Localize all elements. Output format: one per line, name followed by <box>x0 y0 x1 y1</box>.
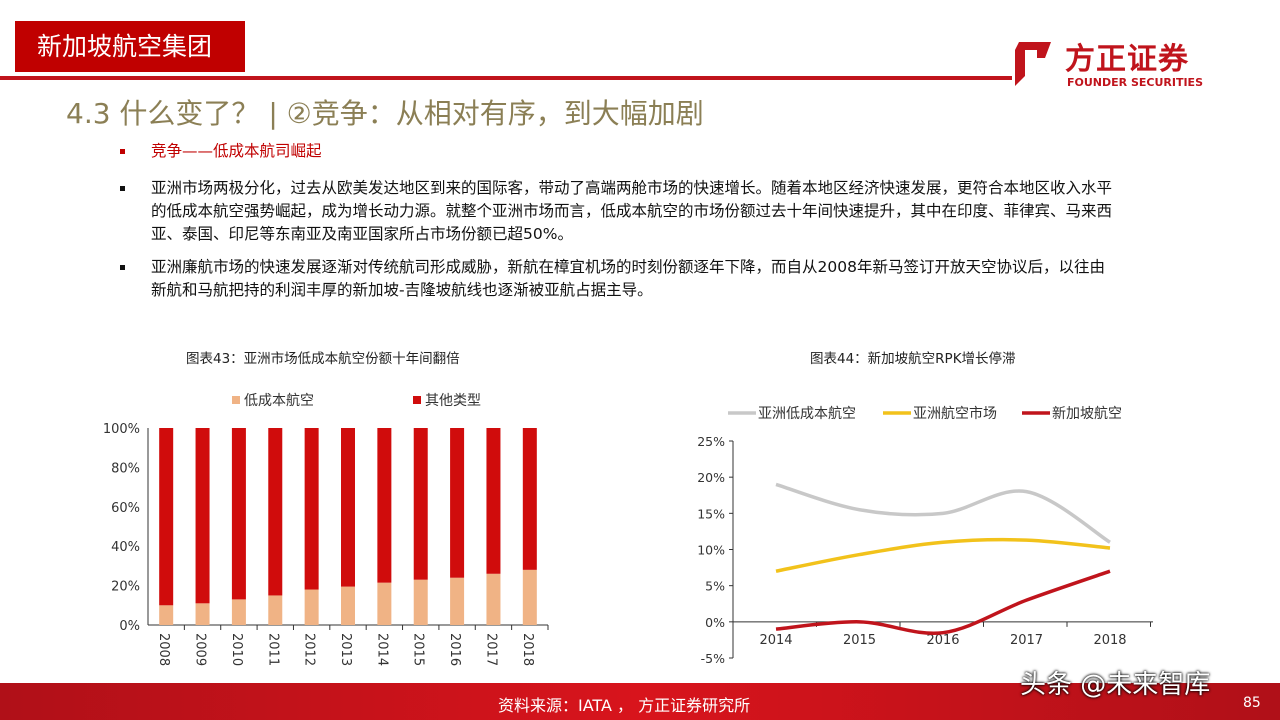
x-tick-label: 2010 <box>229 633 244 666</box>
y-tick-label: 0% <box>705 615 725 630</box>
bullet-text: 竞争——低成本航司崛起 <box>151 142 322 160</box>
legend-label: 亚洲航空市场 <box>913 405 997 422</box>
x-tick-label: 2016 <box>926 633 959 648</box>
bar-低成本航空 <box>268 595 283 625</box>
y-tick-label: 5% <box>705 579 725 594</box>
line-亚洲航空市场 <box>775 537 1111 573</box>
y-tick-label: -5% <box>701 651 725 666</box>
bullet-icon <box>120 149 125 154</box>
bar-低成本航空 <box>522 569 537 625</box>
bar-其他类型 <box>522 428 537 570</box>
bullet-icon <box>120 186 125 191</box>
x-tick-label: 2012 <box>302 633 317 666</box>
y-tick-label: 20% <box>111 580 140 595</box>
x-tick-label: 2018 <box>520 633 535 666</box>
x-tick-label: 2013 <box>338 633 353 666</box>
bullet-item: 亚洲市场两极分化，过去从欧美发达地区到来的国际客，带动了高端两舱市场的快速增长。… <box>120 177 1120 246</box>
bar-低成本航空 <box>195 603 210 625</box>
legend-label: 亚洲低成本航空 <box>758 406 856 422</box>
y-tick-label: 80% <box>111 461 140 476</box>
bar-低成本航空 <box>231 599 246 625</box>
bullet-item: 亚洲廉航市场的快速发展逐渐对传统航司形成威胁，新航在樟宜机场的时刻份额逐年下降，… <box>120 256 1120 302</box>
y-tick-label: 0% <box>119 619 140 634</box>
bar-低成本航空 <box>486 573 501 625</box>
bar-其他类型 <box>159 428 174 606</box>
y-tick-label: 20% <box>697 470 725 485</box>
y-tick-label: 15% <box>697 506 725 521</box>
logo-en-text: FOUNDER SECURITIES <box>1067 76 1203 89</box>
x-tick-label: 2014 <box>374 633 389 666</box>
chart43-title: 图表43：亚洲市场低成本航空份额十年间翻倍 <box>186 351 460 367</box>
bar-低成本航空 <box>413 579 428 625</box>
header-divider <box>0 76 1012 80</box>
y-tick-label: 60% <box>111 501 140 516</box>
bar-低成本航空 <box>159 605 174 625</box>
x-tick-label: 2014 <box>759 633 792 648</box>
bar-其他类型 <box>486 428 501 574</box>
bullet-text: 亚洲廉航市场的快速发展逐渐对传统航司形成威胁，新航在樟宜机场的时刻份额逐年下降，… <box>151 258 1105 299</box>
founder-logo-mark-icon <box>1015 42 1051 86</box>
page-title: 4.3 什么变了？ | ②竞争：从相对有序，到大幅加剧 <box>66 97 704 130</box>
y-tick-label: 25% <box>697 434 725 449</box>
source-note: 资料来源：IATA ， 方正证券研究所 <box>498 696 751 715</box>
bar-其他类型 <box>268 428 283 596</box>
bar-其他类型 <box>341 428 355 587</box>
line-亚洲低成本航空 <box>775 482 1111 544</box>
bar-低成本航空 <box>304 589 319 625</box>
x-tick-label: 2009 <box>193 633 208 666</box>
bar-其他类型 <box>413 428 428 580</box>
line-新加坡航空 <box>775 569 1111 636</box>
bar-其他类型 <box>304 428 319 590</box>
x-tick-label: 2017 <box>1010 633 1043 648</box>
bullet-icon <box>120 265 125 270</box>
bar-其他类型 <box>377 428 392 583</box>
y-tick-label: 40% <box>111 540 140 555</box>
legend-swatch <box>413 396 421 404</box>
x-tick-label: 2016 <box>447 633 462 666</box>
y-tick-label: 10% <box>697 543 725 558</box>
bullet-item: 竞争——低成本航司崛起 <box>120 140 1120 163</box>
footer-bar <box>0 683 1280 720</box>
line-chart: -5% 0% 5% 10% 15% 20% 25% 2014 2015 2016 2017 2018 亚… <box>697 405 1153 666</box>
bullet-text: 亚洲市场两极分化，过去从欧美发达地区到来的国际客，带动了高端两舱市场的快速增长。… <box>151 179 1113 243</box>
x-tick-label: 2017 <box>483 633 498 666</box>
x-tick-label: 2011 <box>265 633 280 666</box>
y-tick-label: 100% <box>103 422 140 437</box>
founder-logo: 方正证券 FOUNDER SECURITIES <box>1005 36 1220 92</box>
x-tick-label: 2015 <box>843 633 876 648</box>
bar-chart: 0% 20% 40% 60% 80% 100% 2008 2009 2010 2011 2012 20… <box>103 393 549 666</box>
bar-其他类型 <box>450 428 465 578</box>
bar-低成本航空 <box>341 586 355 625</box>
bar-其他类型 <box>195 428 210 604</box>
chart44-title: 图表44：新加坡航空RPK增长停滞 <box>810 351 1016 367</box>
legend-swatch <box>232 396 240 404</box>
legend-label: 其他类型 <box>425 393 481 409</box>
legend-label: 低成本航空 <box>244 393 314 409</box>
watermark: 头条 @未来智库 <box>1020 670 1211 700</box>
page-number: 85 <box>1243 695 1261 711</box>
legend-label: 新加坡航空 <box>1052 406 1122 422</box>
x-tick-label: 2018 <box>1093 633 1126 648</box>
logo-cn-text: 方正证券 <box>1065 42 1189 77</box>
bar-低成本航空 <box>377 582 392 625</box>
x-tick-label: 2015 <box>411 633 426 666</box>
bar-其他类型 <box>231 428 246 600</box>
section-label: 新加坡航空集团 <box>15 21 245 72</box>
bar-低成本航空 <box>450 577 465 625</box>
x-tick-label: 2008 <box>156 633 171 666</box>
